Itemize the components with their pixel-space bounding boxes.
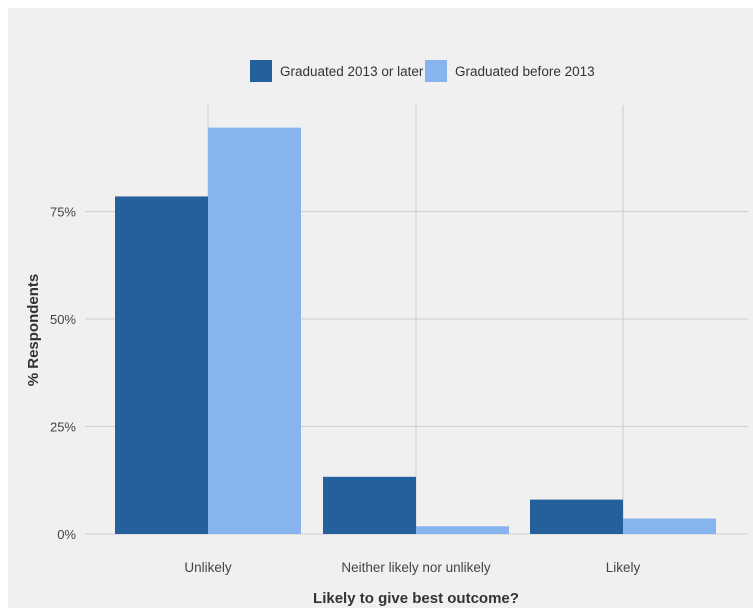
x-tick-label: Likely: [606, 560, 641, 575]
y-axis-label: % Respondents: [25, 274, 42, 387]
bar: [323, 476, 416, 534]
legend-label: Graduated before 2013: [455, 64, 595, 79]
y-tick-label: 75%: [50, 205, 76, 220]
x-axis-label: Likely to give best outcome?: [313, 590, 519, 607]
bars: [115, 127, 716, 535]
y-axis-ticks: 0% 25% 50% 75%: [50, 205, 76, 543]
bar: [530, 499, 623, 534]
x-tick-label: Neither likely nor unlikely: [341, 560, 491, 575]
legend: Graduated 2013 or later Graduated before …: [250, 60, 595, 82]
y-tick-label: 50%: [50, 312, 76, 327]
x-axis-ticks: Unlikely Neither likely nor unlikely Likel…: [184, 560, 640, 575]
legend-swatch: [250, 60, 272, 82]
bar: [115, 196, 208, 534]
legend-swatch: [425, 60, 447, 82]
bar: [416, 526, 509, 534]
y-tick-label: 0%: [57, 527, 76, 542]
bar: [208, 127, 301, 535]
legend-label: Graduated 2013 or later: [280, 64, 424, 79]
y-tick-label: 25%: [50, 420, 76, 435]
x-tick-label: Unlikely: [184, 560, 232, 575]
bar: [623, 518, 716, 534]
